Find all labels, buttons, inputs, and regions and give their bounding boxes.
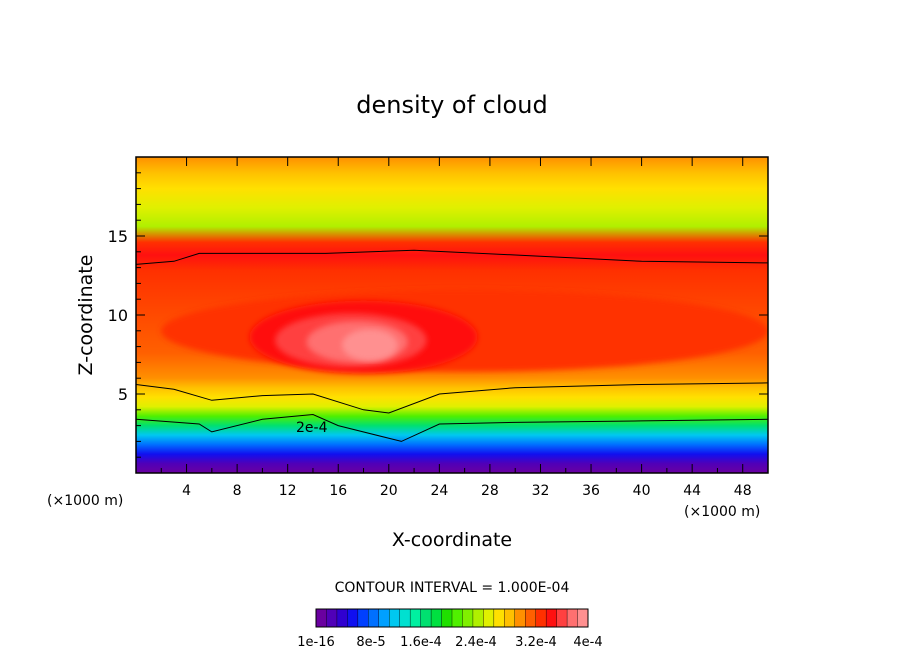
colorbar-swatch (535, 608, 547, 628)
x-unit-right: (×1000 m) (684, 504, 760, 520)
colorbar-swatch (399, 608, 411, 628)
colorbar-swatch (451, 608, 463, 628)
x-tick-label: 12 (279, 483, 297, 499)
contour-lines (136, 249, 768, 442)
colorbar-label: 8e-5 (356, 635, 385, 650)
x-tick-label: 40 (633, 483, 651, 499)
x-tick-label: 24 (430, 483, 448, 499)
colorbar-label: 2.4e-4 (455, 635, 497, 650)
x-tick-label: 4 (182, 483, 191, 499)
x-tick-label: 44 (683, 483, 701, 499)
y-tick-label: 10 (108, 306, 128, 325)
colorbar-swatch (493, 608, 505, 628)
core-blob-4 (342, 329, 398, 361)
colorbar-swatch (357, 608, 369, 628)
colorbar-swatch (566, 608, 579, 628)
y-axis-label: Z-coordinate (75, 255, 97, 376)
colorbar-swatch (430, 608, 443, 628)
colorbar-swatch (420, 608, 432, 628)
colorbar-swatch (556, 608, 568, 628)
colorbar-label: 3.2e-4 (515, 635, 557, 650)
colorbar-swatch (347, 608, 359, 628)
colorbar-swatch (514, 608, 526, 628)
colorbar-swatch (462, 608, 474, 628)
colorbar-swatch (409, 608, 422, 628)
y-tick-label: 5 (118, 385, 128, 404)
x-tick-label: 16 (329, 483, 347, 499)
colorbar-label: 1.6e-4 (400, 635, 442, 650)
x-tick-label: 32 (532, 483, 550, 499)
heatmap-field (136, 157, 768, 473)
contour-upper (136, 249, 768, 265)
colorbar-labels: 1e-16 8e-5 1.6e-4 2.4e-4 3.2e-4 4e-4 (297, 635, 602, 650)
colorbar-swatch (368, 608, 380, 628)
x-unit-left: (×1000 m) (47, 493, 123, 509)
colorbar-swatch (577, 608, 589, 628)
colorbar-label: 1e-16 (297, 635, 335, 650)
colorbar-swatch (441, 608, 453, 628)
contour-mid (136, 382, 768, 414)
contour-interval-text: CONTOUR INTERVAL = 1.000E-04 (335, 580, 570, 596)
colorbar-frame (315, 608, 589, 628)
y-axis-ticks: 5 10 15 (108, 172, 768, 458)
core-blobs (161, 289, 768, 374)
x-tick-label: 48 (734, 483, 752, 499)
colorbar-swatch (472, 608, 484, 628)
x-tick-label: 20 (380, 483, 398, 499)
colorbar-swatch (504, 608, 516, 628)
y-tick-label: 15 (108, 227, 128, 246)
colorbar-swatch (483, 608, 495, 628)
colorbar-swatch (525, 608, 537, 628)
x-axis-label: X-coordinate (392, 529, 512, 551)
colorbar-swatch (315, 608, 327, 628)
colorbar-swatch (389, 608, 401, 628)
colorbar-swatch (378, 608, 390, 628)
chart-title: density of cloud (356, 91, 547, 119)
colorbar (315, 608, 589, 628)
colorbar-label: 4e-4 (573, 635, 602, 650)
colorbar-swatch (336, 608, 348, 628)
x-tick-label: 28 (481, 483, 499, 499)
x-tick-label: 8 (233, 483, 242, 499)
colorbar-swatch (545, 608, 558, 628)
x-tick-label: 36 (582, 483, 600, 499)
contour-label: 2e-4 (296, 420, 328, 436)
colorbar-swatch (326, 608, 338, 628)
contour-2e-4 (136, 413, 768, 442)
x-axis-ticks: 4 8 12 16 20 24 28 32 36 40 44 48 (160, 157, 752, 499)
